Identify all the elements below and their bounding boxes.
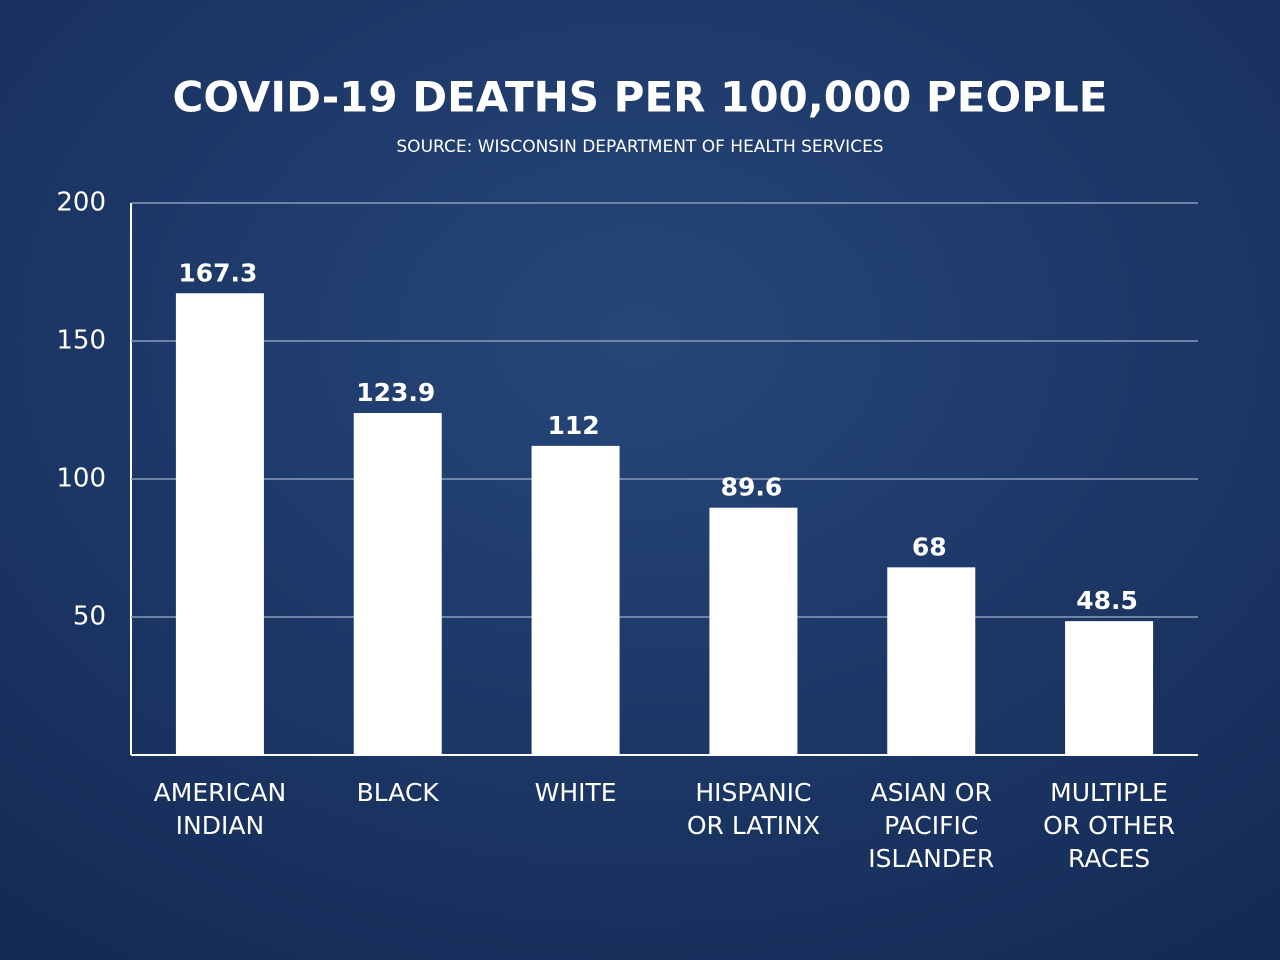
x-tick-label: BLACK — [357, 778, 440, 807]
x-tick-label: ASIAN OR PACIFIC ISLANDER — [868, 778, 994, 873]
value-label: 167.3 — [178, 258, 257, 287]
value-label: 68 — [912, 532, 947, 561]
bar — [887, 567, 976, 755]
chart-title: COVID-19 DEATHS PER 100,000 PEOPLE — [173, 73, 1108, 122]
bar — [175, 293, 264, 755]
y-tick-label: 100 — [56, 464, 106, 494]
x-tick-label: HISPANIC OR LATINX — [687, 778, 820, 840]
value-label: 48.5 — [1076, 586, 1138, 615]
y-tick-label: 50 — [73, 602, 106, 632]
bar — [353, 413, 442, 755]
value-label: 89.6 — [721, 473, 783, 502]
value-label: 112 — [547, 411, 599, 440]
chart-subtitle: SOURCE: WISCONSIN DEPARTMENT OF HEALTH S… — [396, 137, 883, 157]
bar — [531, 445, 620, 755]
bar — [709, 507, 798, 755]
y-tick-label: 150 — [56, 326, 106, 356]
y-tick-label: 200 — [56, 188, 106, 218]
x-tick-label: MULTIPLE OR OTHER RACES — [1043, 778, 1175, 873]
bar — [1065, 621, 1154, 755]
x-tick-label: WHITE — [535, 778, 617, 807]
x-tick-label: AMERICAN INDIAN — [154, 778, 286, 840]
value-label: 123.9 — [356, 378, 435, 407]
